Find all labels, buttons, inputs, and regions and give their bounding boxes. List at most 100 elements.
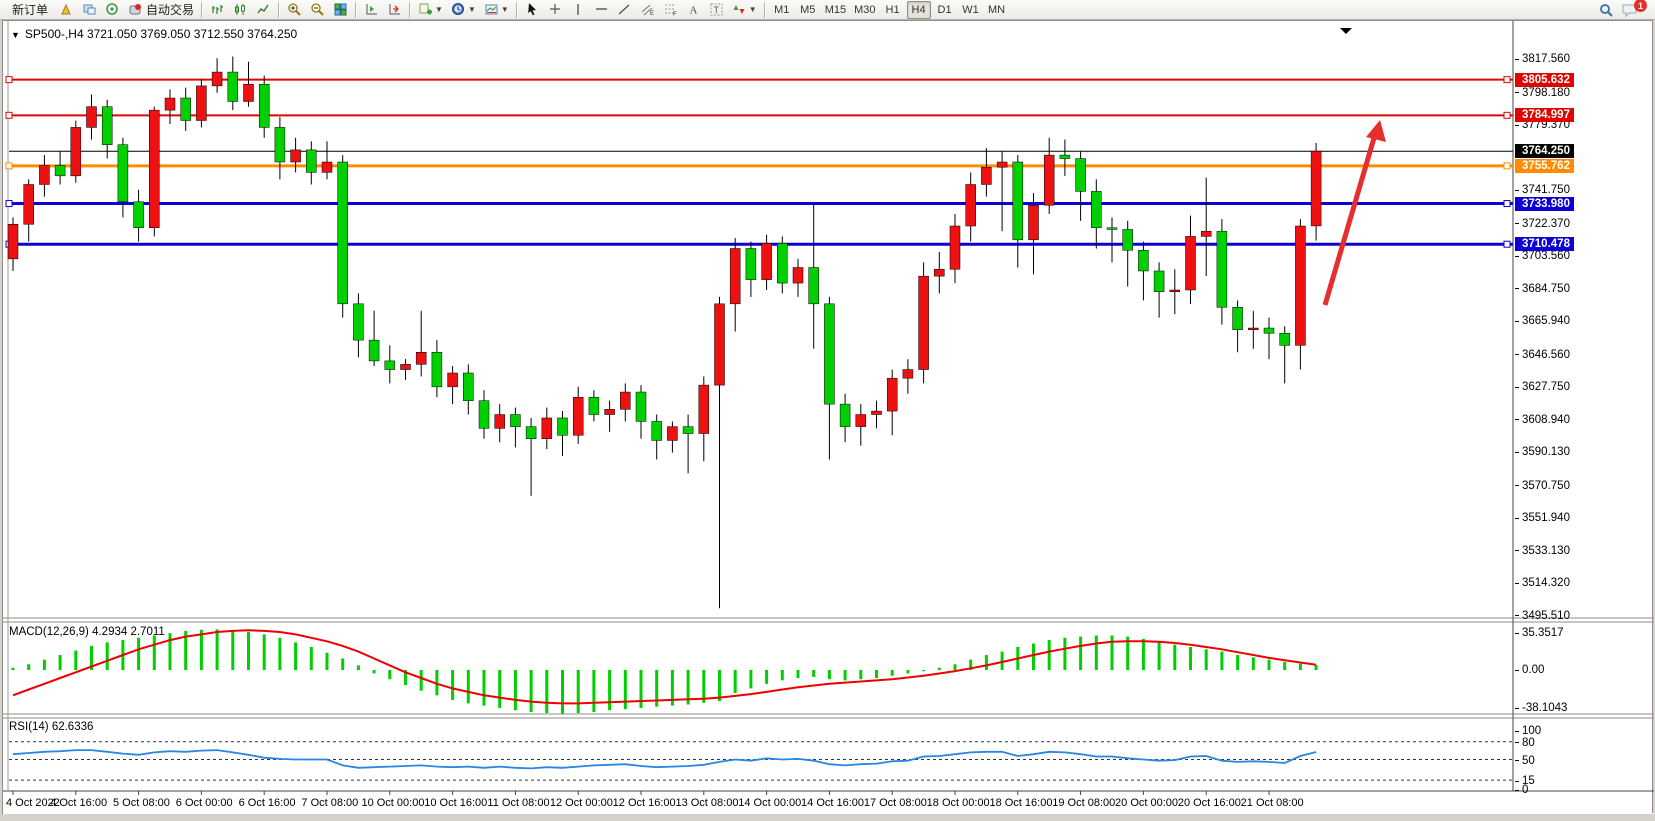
- market-watch-icon[interactable]: [79, 1, 100, 19]
- line-handle[interactable]: [1503, 240, 1511, 248]
- price-badge-3733.980: 3733.980: [1515, 196, 1574, 211]
- toolbar-separator: [763, 1, 766, 18]
- equidistant-channel-icon: E: [641, 4, 654, 17]
- macd-histogram[interactable]: [11, 629, 1318, 714]
- price-badge-3710.478: 3710.478: [1515, 237, 1574, 252]
- crosshair-icon[interactable]: [545, 1, 566, 19]
- timeframe-m30-button[interactable]: M30: [854, 3, 876, 16]
- zoom-in-icon[interactable]: [284, 1, 305, 19]
- fibonacci-icon[interactable]: F: [660, 1, 681, 19]
- price-tick-label: 3627.750: [1515, 381, 1570, 393]
- date-tick-label: 10 Oct 16:00: [424, 797, 488, 809]
- toolbar-separator: [201, 1, 204, 18]
- line-handle[interactable]: [5, 76, 13, 84]
- toolbar: 新订单 自动交易 ▼ ▼ ▼ E F A T ▼ M1 M5 M15 M30 H1 H4 D1 W1 MN: [0, 0, 1655, 20]
- timeframe-m15-button[interactable]: M15: [824, 3, 847, 16]
- price-tick-label: 3608.940: [1515, 414, 1570, 426]
- horizontal-level-lines[interactable]: [5, 76, 1513, 248]
- zoom-out-icon: [311, 3, 324, 16]
- candlesticks[interactable]: [7, 56, 1322, 609]
- rsi-line: [12, 749, 1317, 770]
- rsi-axis-80: 80: [1515, 737, 1535, 749]
- line-handle[interactable]: [5, 200, 13, 208]
- timeframe-h1-button[interactable]: H1: [885, 3, 900, 16]
- timeframe-m5-button[interactable]: M5: [800, 3, 816, 16]
- trend-arrow-annotation[interactable]: [1322, 120, 1386, 306]
- chart-shift-icon[interactable]: [384, 1, 405, 19]
- toolbar-separator: [515, 1, 518, 18]
- price-tick-label: 3590.130: [1515, 446, 1570, 458]
- chart-shift-icon: [389, 4, 401, 15]
- chart-window[interactable]: ▼ SP500-,H4 3721.050 3769.050 3712.550 37…: [2, 20, 1654, 821]
- new-order-button[interactable]: 新订单: [12, 3, 49, 17]
- tile-windows-icon[interactable]: [330, 1, 351, 19]
- line-handle[interactable]: [5, 162, 13, 170]
- bar-chart-icon: [212, 5, 224, 14]
- price-tick-label: 3533.130: [1515, 545, 1570, 557]
- date-tick-label: 6 Oct 00:00: [175, 797, 233, 809]
- auto-trading-icon: [129, 4, 142, 15]
- bar-chart-icon[interactable]: [207, 1, 228, 19]
- zoom-in-icon: [288, 3, 301, 16]
- price-tick-label: 3817.560: [1515, 53, 1570, 65]
- date-tick-label: 12 Oct 00:00: [549, 797, 613, 809]
- auto-trading-button[interactable]: 自动交易: [125, 1, 197, 19]
- trendline-icon[interactable]: [614, 1, 635, 19]
- periods-clock-icon[interactable]: ▼: [448, 1, 479, 19]
- line-handle[interactable]: [1503, 162, 1511, 170]
- add-indicator-icon[interactable]: ▼: [415, 1, 446, 19]
- price-tick-label: 3514.320: [1515, 577, 1570, 589]
- dropdown-caret-icon: ▼: [500, 5, 509, 14]
- line-handle[interactable]: [5, 111, 13, 119]
- line-chart-icon[interactable]: [253, 1, 274, 19]
- dropdown-caret-icon: ▼: [748, 5, 757, 14]
- date-tick-label: 20 Oct 00:00: [1115, 797, 1179, 809]
- auto-scroll-icon[interactable]: [361, 1, 382, 19]
- svg-text:A: A: [689, 5, 697, 17]
- macd-axis-max: 35.3517: [1515, 627, 1564, 639]
- signals-icon[interactable]: [102, 1, 123, 19]
- rsi-axis-15: 15: [1515, 775, 1535, 787]
- timeframe-w1-button[interactable]: W1: [962, 3, 979, 16]
- text-label-icon[interactable]: T: [706, 1, 727, 19]
- cursor-icon[interactable]: [522, 1, 543, 19]
- templates-icon[interactable]: ▼: [481, 1, 512, 19]
- data-window-icon[interactable]: [56, 1, 77, 19]
- price-tick-label: 3741.750: [1515, 184, 1570, 196]
- date-tick-label: 5 Oct 08:00: [113, 797, 170, 809]
- fibonacci-icon: F: [664, 4, 677, 17]
- timeframe-h4-button[interactable]: H4: [906, 0, 931, 19]
- horizontal-line-icon[interactable]: [591, 1, 612, 19]
- rsi-axis-100: 100: [1515, 725, 1541, 737]
- rsi-axis-50: 50: [1515, 755, 1535, 767]
- line-handle[interactable]: [1503, 76, 1511, 84]
- candlestick-chart-icon[interactable]: [230, 1, 251, 19]
- line-handle[interactable]: [1503, 111, 1511, 119]
- symbol-collapse-icon[interactable]: ▼: [11, 30, 20, 40]
- chat-icon[interactable]: 1: [1619, 0, 1647, 19]
- date-tick-label: 13 Oct 08:00: [675, 797, 739, 809]
- date-tick-label: 12 Oct 16:00: [612, 797, 676, 809]
- svg-text:T: T: [713, 5, 719, 15]
- chart-title: ▼ SP500-,H4 3721.050 3769.050 3712.550 37…: [11, 27, 297, 41]
- price-badge-3764.250: 3764.250: [1515, 144, 1574, 159]
- line-handle[interactable]: [1503, 200, 1511, 208]
- chart-shift-marker-icon[interactable]: [1340, 28, 1352, 34]
- date-tick-label: 18 Oct 00:00: [926, 797, 990, 809]
- dropdown-caret-icon: ▼: [435, 5, 443, 14]
- equidistant-channel-icon[interactable]: E: [637, 1, 658, 19]
- price-chart-canvas[interactable]: [3, 21, 1654, 815]
- candlestick-chart-icon: [235, 4, 246, 15]
- zoom-out-icon[interactable]: [307, 1, 328, 19]
- date-tick-label: 21 Oct 08:00: [1240, 797, 1304, 809]
- timeframe-m1-button[interactable]: M1: [774, 3, 790, 16]
- text-icon[interactable]: A: [683, 1, 704, 19]
- date-tick-label: 14 Oct 16:00: [801, 797, 865, 809]
- timeframe-d1-button[interactable]: D1: [937, 3, 952, 16]
- vertical-line-icon[interactable]: [568, 1, 589, 19]
- arrows-icon[interactable]: ▼: [729, 1, 760, 19]
- search-icon[interactable]: [1596, 1, 1617, 19]
- text-icon: A: [689, 5, 697, 17]
- timeframe-mn-button[interactable]: MN: [987, 3, 1006, 16]
